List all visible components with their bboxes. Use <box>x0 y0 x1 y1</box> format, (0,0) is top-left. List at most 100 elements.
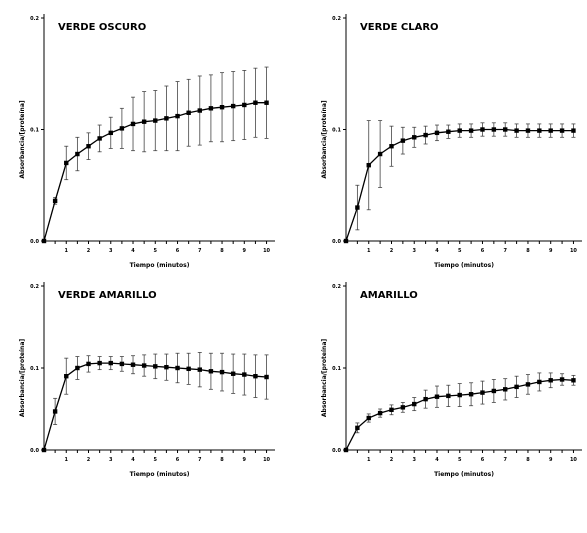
data-point <box>52 198 58 204</box>
data-point <box>480 390 485 395</box>
x-tick-label: 1 <box>367 457 371 463</box>
y-tick-label: 0.2 <box>30 284 39 290</box>
data-point <box>559 377 565 382</box>
chart-panel: 0.0 0.1 0.2 1 2 3 4 5 6 7 8 9 10 VERDE OSCURO Tiempo (… <box>19 14 275 269</box>
data-point <box>548 128 553 133</box>
x-tick-label: 8 <box>526 248 530 254</box>
data-point <box>164 116 169 121</box>
x-tick-label: 8 <box>220 457 224 463</box>
data-point <box>434 394 440 399</box>
x-tick-label: 9 <box>549 248 553 254</box>
y-axis-label: Absorbancia/[proteína] <box>19 100 26 178</box>
y-tick-label: 0.1 <box>30 366 39 372</box>
data-point <box>97 360 102 366</box>
data-point <box>164 364 169 370</box>
data-point <box>230 103 236 109</box>
chart-title: VERDE CLARO <box>360 22 439 33</box>
data-point <box>377 151 383 157</box>
data-point <box>366 415 371 421</box>
x-tick-label: 3 <box>109 248 113 254</box>
data-point <box>366 162 371 168</box>
data-point <box>242 102 247 108</box>
data-point <box>108 130 113 136</box>
x-tick-label: 6 <box>481 457 485 463</box>
data-point <box>537 379 542 385</box>
x-tick-label: 2 <box>87 248 91 254</box>
data-point <box>389 144 394 149</box>
x-axis-label: Tiempo (minutos) <box>434 471 494 478</box>
data-point <box>219 369 225 375</box>
data-point <box>253 374 258 379</box>
x-tick-label: 10 <box>263 457 270 463</box>
y-axis-label: Absorbancia/[proteína] <box>321 100 328 178</box>
data-point <box>208 369 214 374</box>
x-tick-label: 4 <box>435 248 439 254</box>
data-point <box>468 392 474 397</box>
data-point <box>141 363 147 368</box>
x-tick-label: 4 <box>131 457 135 463</box>
chart-panel: 0.0 0.1 0.2 1 2 3 4 5 6 7 8 9 10 VERDE CLARO Tiempo (m… <box>321 14 582 269</box>
data-point <box>412 401 417 407</box>
chart-title: AMARILLO <box>360 290 418 301</box>
x-tick-label: 10 <box>570 248 577 254</box>
data-point <box>548 378 553 383</box>
data-point <box>480 127 485 132</box>
data-point <box>537 128 542 133</box>
x-tick-label: 2 <box>87 457 91 463</box>
x-tick-label: 7 <box>503 248 507 254</box>
data-point <box>559 128 565 133</box>
data-point <box>355 425 360 431</box>
data-point <box>264 374 269 380</box>
data-point <box>52 409 58 414</box>
chart-title: VERDE OSCURO <box>58 22 146 33</box>
y-tick-label: 0.1 <box>332 366 341 372</box>
data-point <box>412 135 417 140</box>
y-tick-label: 0.1 <box>30 128 39 134</box>
x-tick-label: 6 <box>176 248 180 254</box>
data-point <box>571 128 576 133</box>
data-point <box>503 127 508 132</box>
data-point <box>400 405 406 410</box>
data-point <box>423 396 428 402</box>
data-point <box>343 238 349 244</box>
y-tick-label: 0.0 <box>332 239 341 245</box>
data-point <box>175 113 180 119</box>
y-tick-label: 0.2 <box>30 16 39 22</box>
x-tick-label: 7 <box>198 248 202 254</box>
x-tick-label: 3 <box>412 457 416 463</box>
x-tick-label: 5 <box>458 248 462 254</box>
y-axis-label: Absorbancia/[proteína] <box>19 339 26 417</box>
data-point <box>446 393 451 399</box>
x-tick-label: 7 <box>503 457 507 463</box>
y-tick-label: 0.2 <box>332 16 341 22</box>
x-tick-label: 2 <box>390 248 394 254</box>
x-tick-label: 4 <box>131 248 135 254</box>
x-tick-label: 10 <box>263 248 270 254</box>
x-tick-label: 8 <box>220 248 224 254</box>
data-point <box>130 362 136 367</box>
x-tick-label: 1 <box>367 248 371 254</box>
data-point <box>264 100 269 105</box>
x-tick-label: 5 <box>458 457 462 463</box>
data-point <box>186 110 191 115</box>
data-point <box>64 160 69 166</box>
x-tick-label: 9 <box>243 457 247 463</box>
data-point <box>197 108 202 113</box>
data-point <box>446 129 451 134</box>
data-point <box>491 388 497 394</box>
data-point <box>86 144 91 149</box>
chart-title: VERDE AMARILLO <box>58 290 157 301</box>
x-tick-label: 5 <box>154 457 158 463</box>
data-point <box>491 127 497 132</box>
data-point <box>468 128 474 133</box>
data-point <box>153 118 158 123</box>
data-point <box>219 105 225 110</box>
data-point <box>242 372 247 377</box>
x-tick-label: 6 <box>176 457 180 463</box>
data-point <box>434 130 440 136</box>
data-point <box>197 367 202 372</box>
data-point <box>119 361 125 367</box>
x-tick-label: 10 <box>570 457 577 463</box>
x-axis-label: Tiempo (minutos) <box>130 471 190 478</box>
y-tick-label: 0.0 <box>30 239 39 245</box>
